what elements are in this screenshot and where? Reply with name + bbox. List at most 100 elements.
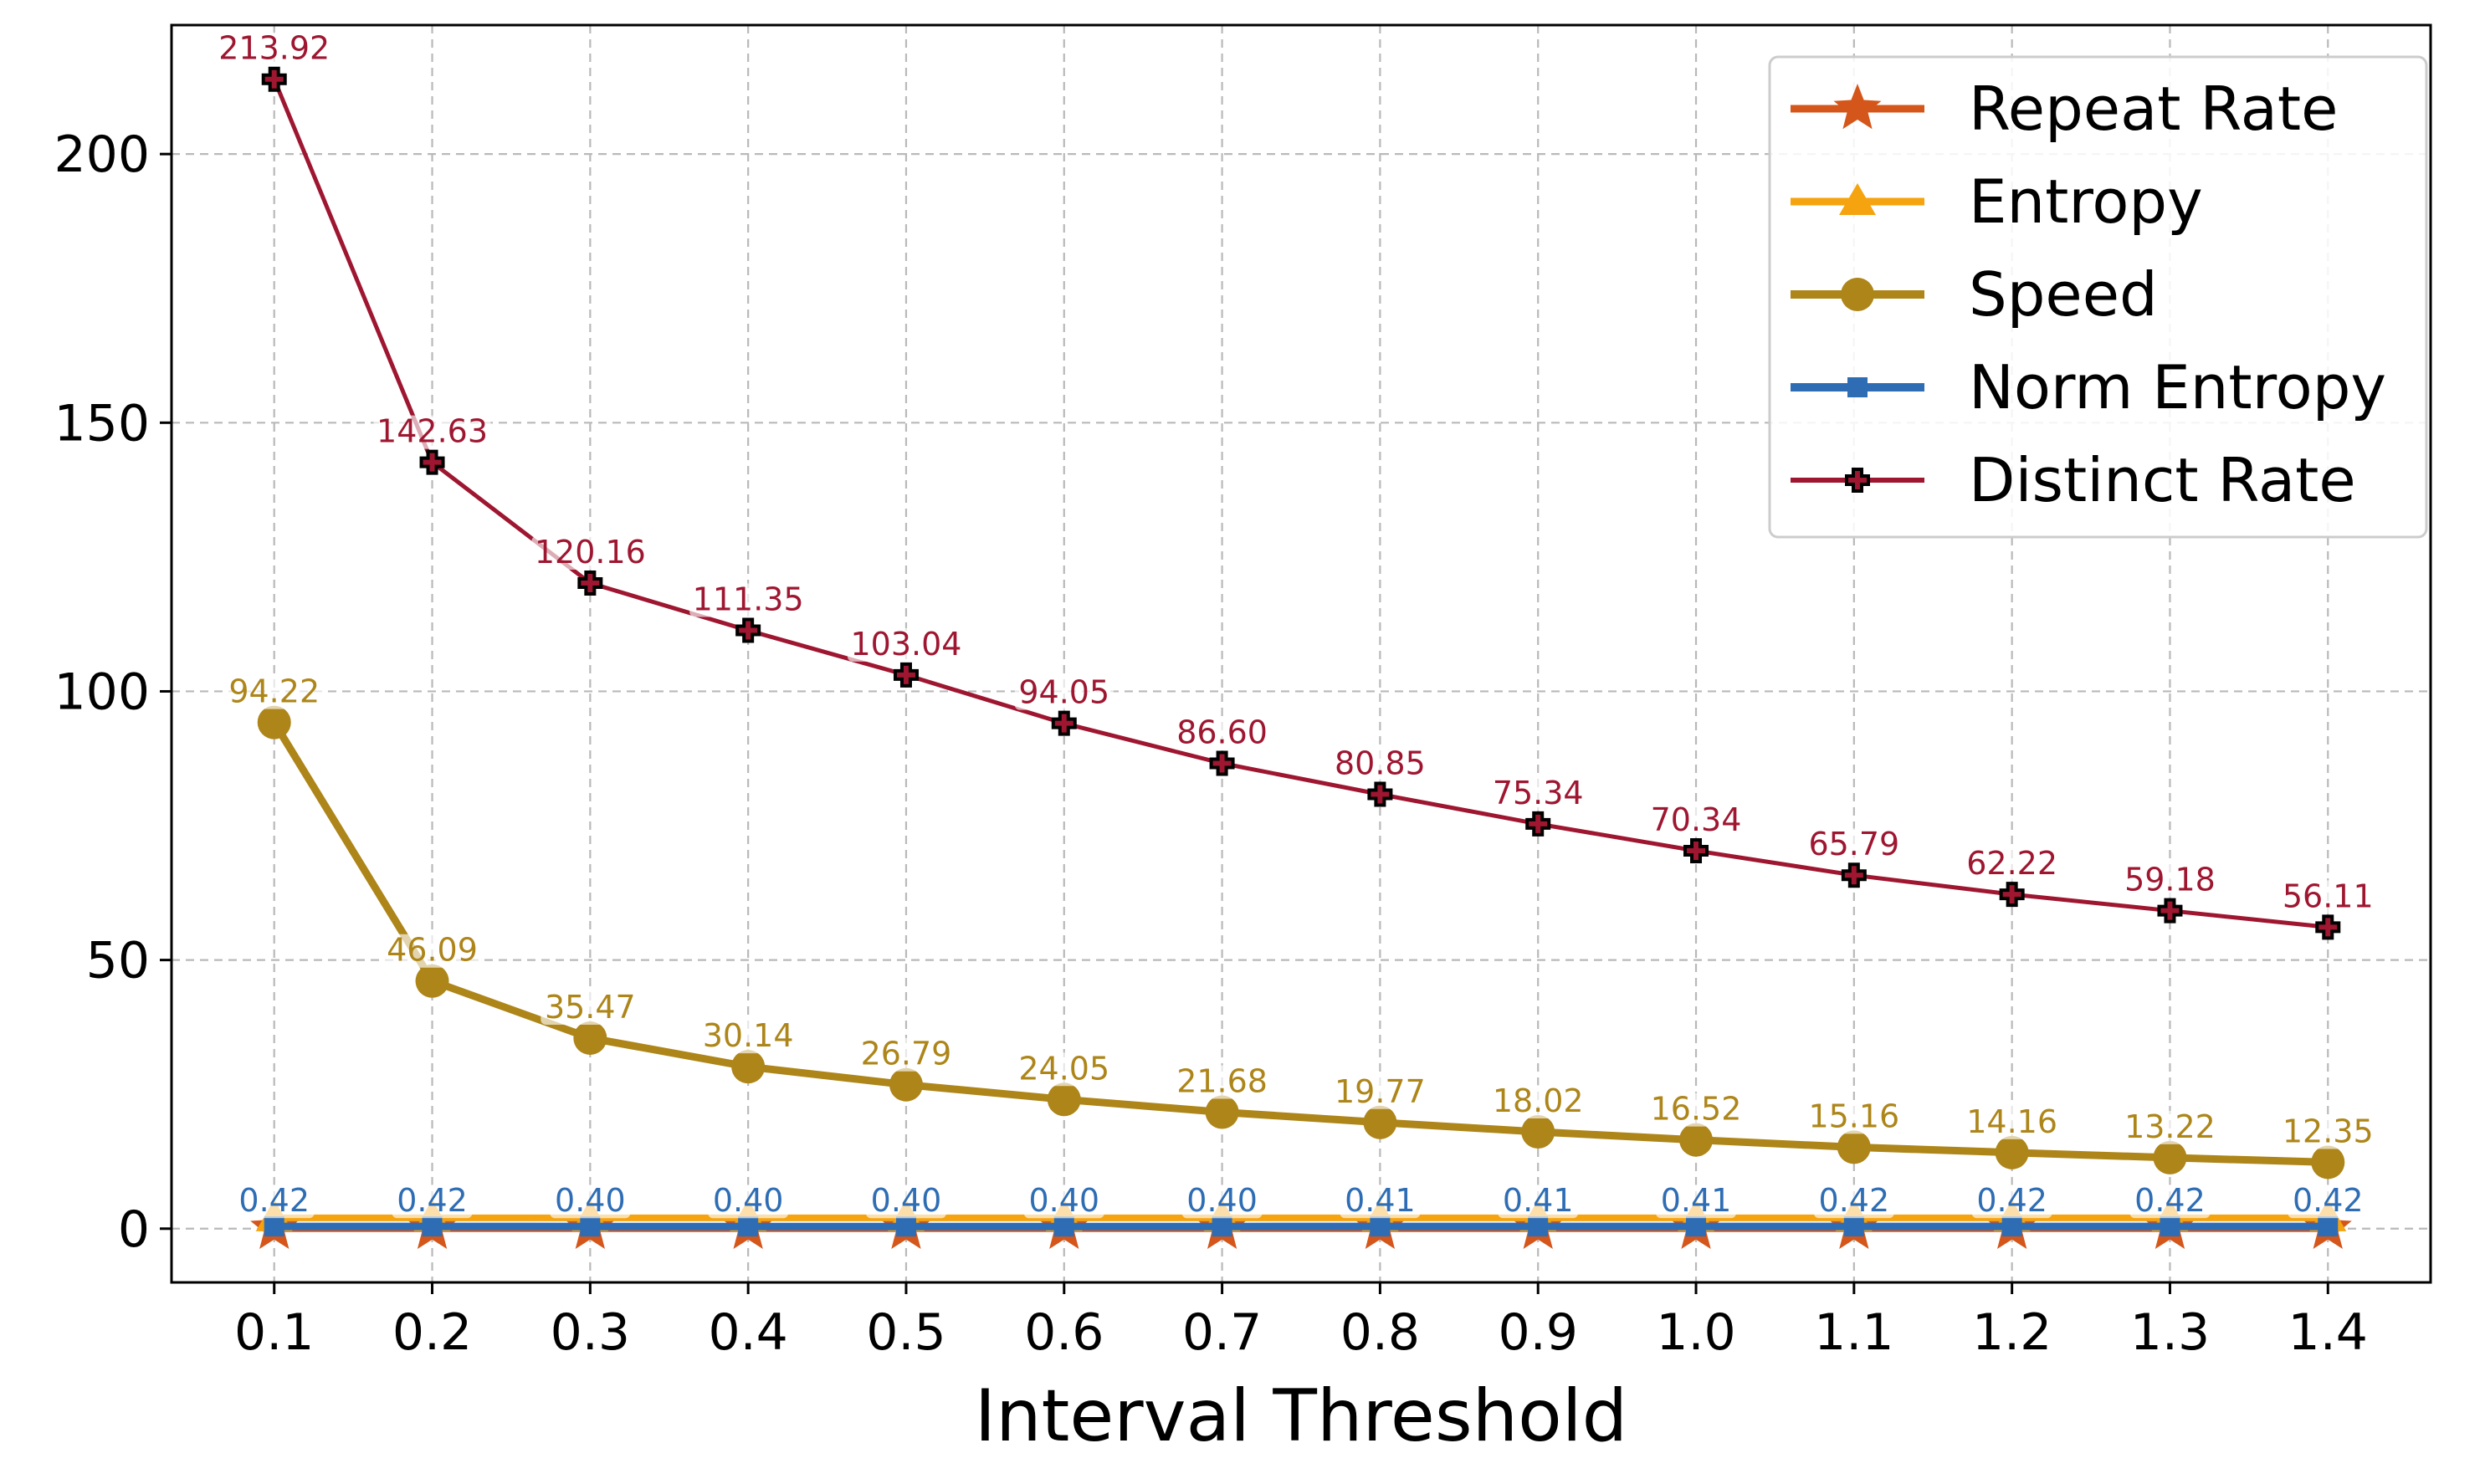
distinct-rate-data-label: 86.60: [1176, 714, 1268, 751]
distinct-rate-point: [261, 66, 287, 92]
speed-data-label: 15.16: [1808, 1098, 1899, 1134]
speed-data-label: 16.52: [1651, 1091, 1742, 1128]
norm-entropy-data-label: 0.41: [1345, 1182, 1416, 1219]
norm-entropy-label-bg: [1813, 1185, 1894, 1219]
speed-point: [415, 964, 449, 998]
legend-label: Norm Entropy: [1969, 352, 2386, 422]
distinct-rate-label-bg: [689, 583, 807, 617]
legend-label: Repeat Rate: [1969, 74, 2338, 144]
distinct-rate-data-label: 65.79: [1808, 826, 1899, 862]
speed-data-label: 19.77: [1335, 1073, 1426, 1110]
speed-label-bg: [856, 1037, 956, 1072]
distinct-rate-point: [893, 662, 919, 688]
distinct-rate-point: [1999, 882, 2025, 908]
speed-point: [731, 1050, 766, 1084]
x-tick-label: 1.1: [1814, 1303, 1893, 1362]
x-tick-label: 0.3: [551, 1303, 630, 1362]
x-tick-label: 0.2: [392, 1303, 472, 1362]
distinct-rate-data-label: 70.34: [1651, 801, 1742, 838]
norm-entropy-label-bg: [1971, 1185, 2052, 1219]
axis-ticks: 0.1 0.2 0.3 0.4 0.5 0.6 0.7 0.8 0.9 1.0 1.1 1.2 1.3 1…: [54, 125, 2368, 1362]
norm-entropy-point: [738, 1216, 759, 1237]
x-tick-label: 0.8: [1340, 1303, 1420, 1362]
norm-entropy-point: [895, 1216, 916, 1237]
x-tick-label: 1.4: [2288, 1303, 2368, 1362]
x-tick-label: 0.6: [1024, 1303, 1104, 1362]
norm-entropy-series: [264, 1216, 2339, 1237]
distinct-rate-point: [1525, 811, 1551, 837]
distinct-rate-point: [577, 570, 603, 596]
speed-label-bg: [699, 1020, 798, 1054]
distinct-rate-data-label: 80.85: [1335, 745, 1426, 781]
y-tick-label: 100: [54, 663, 150, 721]
norm-entropy-point: [1053, 1216, 1074, 1237]
speed-point: [1995, 1135, 2029, 1169]
distinct-rate-data-label: 75.34: [1493, 775, 1584, 811]
distinct-rate-data-label: 59.18: [2124, 862, 2216, 898]
speed-point: [2153, 1140, 2187, 1174]
norm-entropy-data-label: 0.42: [2293, 1182, 2364, 1219]
distinct-rate-point: [1683, 837, 1709, 863]
norm-entropy-point: [2318, 1216, 2339, 1237]
distinct-rate-series: [261, 66, 2341, 940]
legend-item-repeat-rate: Repeat Rate: [1791, 74, 2338, 144]
distinct-rate-label-bg: [2278, 880, 2378, 914]
distinct-rate-label-bg: [1488, 776, 1588, 811]
speed-point: [1363, 1105, 1397, 1139]
x-tick-label: 1.2: [1972, 1303, 2052, 1362]
norm-entropy-label-bg: [2129, 1185, 2211, 1219]
distinct-rate-label-bg: [1330, 747, 1430, 781]
distinct-rate-point: [1051, 710, 1077, 736]
norm-entropy-label-bg: [233, 1185, 315, 1219]
norm-entropy-label-bg: [865, 1185, 946, 1219]
x-tick-label: 0.7: [1182, 1303, 1262, 1362]
distinct-rate-line: [272, 78, 2329, 929]
distinct-rate-data-label: 56.11: [2283, 878, 2374, 914]
norm-entropy-point: [1843, 1216, 1864, 1237]
speed-label-bg: [1962, 1105, 2062, 1139]
speed-data-label: 30.14: [703, 1017, 794, 1054]
distinct-rate-label-bg: [1962, 847, 2062, 882]
distinct-rate-data-label: 120.16: [535, 534, 646, 571]
speed-data-label: 14.16: [1966, 1103, 2057, 1140]
norm-entropy-point: [1686, 1216, 1707, 1237]
norm-entropy-data-label: 0.42: [238, 1182, 310, 1219]
speed-label-bg: [1488, 1085, 1588, 1119]
x-tick-label: 0.4: [708, 1303, 787, 1362]
legend: Repeat Rate Entropy Speed Norm Entropy Disti…: [1768, 55, 2428, 539]
norm-entropy-label-bg: [708, 1185, 789, 1219]
norm-entropy-point: [2160, 1216, 2180, 1237]
speed-data-label: 13.22: [2124, 1108, 2216, 1145]
legend-item-norm-entropy: Norm Entropy: [1791, 352, 2386, 422]
speed-series: [257, 705, 2345, 1180]
speed-point: [1837, 1130, 1871, 1164]
legend-marker: [1847, 377, 1868, 397]
y-tick-label: 150: [54, 394, 150, 453]
speed-point: [257, 705, 291, 739]
speed-label-bg: [1172, 1065, 1272, 1099]
speed-point: [573, 1021, 607, 1055]
distinct-rate-data-label: 62.22: [1966, 845, 2057, 882]
distinct-rate-label-bg: [531, 535, 649, 570]
norm-entropy-label-bg: [1656, 1185, 1737, 1219]
distinct-rate-label-bg: [847, 627, 965, 662]
speed-data-label: 24.05: [1018, 1050, 1109, 1087]
legend-box: [1768, 55, 2428, 539]
speed-point: [889, 1067, 923, 1102]
norm-entropy-point: [422, 1216, 443, 1237]
speed-data-label: 94.22: [228, 673, 320, 710]
norm-entropy-data-label: 0.40: [1028, 1182, 1099, 1219]
legend-item-entropy: Entropy: [1791, 166, 2203, 237]
legend-marker: [1839, 183, 1876, 215]
distinct-rate-point: [1209, 750, 1235, 776]
distinct-rate-point: [2157, 898, 2183, 924]
distinct-rate-label-bg: [1172, 716, 1272, 750]
legend-item-speed: Speed: [1791, 259, 2158, 330]
speed-data-label: 46.09: [387, 932, 478, 969]
x-tick-label: 0.9: [1499, 1303, 1578, 1362]
norm-entropy-point: [1212, 1216, 1232, 1237]
norm-entropy-data-label: 0.40: [871, 1182, 942, 1219]
data-labels: 94.22 46.09 35.47 30.14 26.79 24.05 21.68 19.77…: [215, 30, 2378, 1219]
norm-entropy-point: [1370, 1216, 1391, 1237]
